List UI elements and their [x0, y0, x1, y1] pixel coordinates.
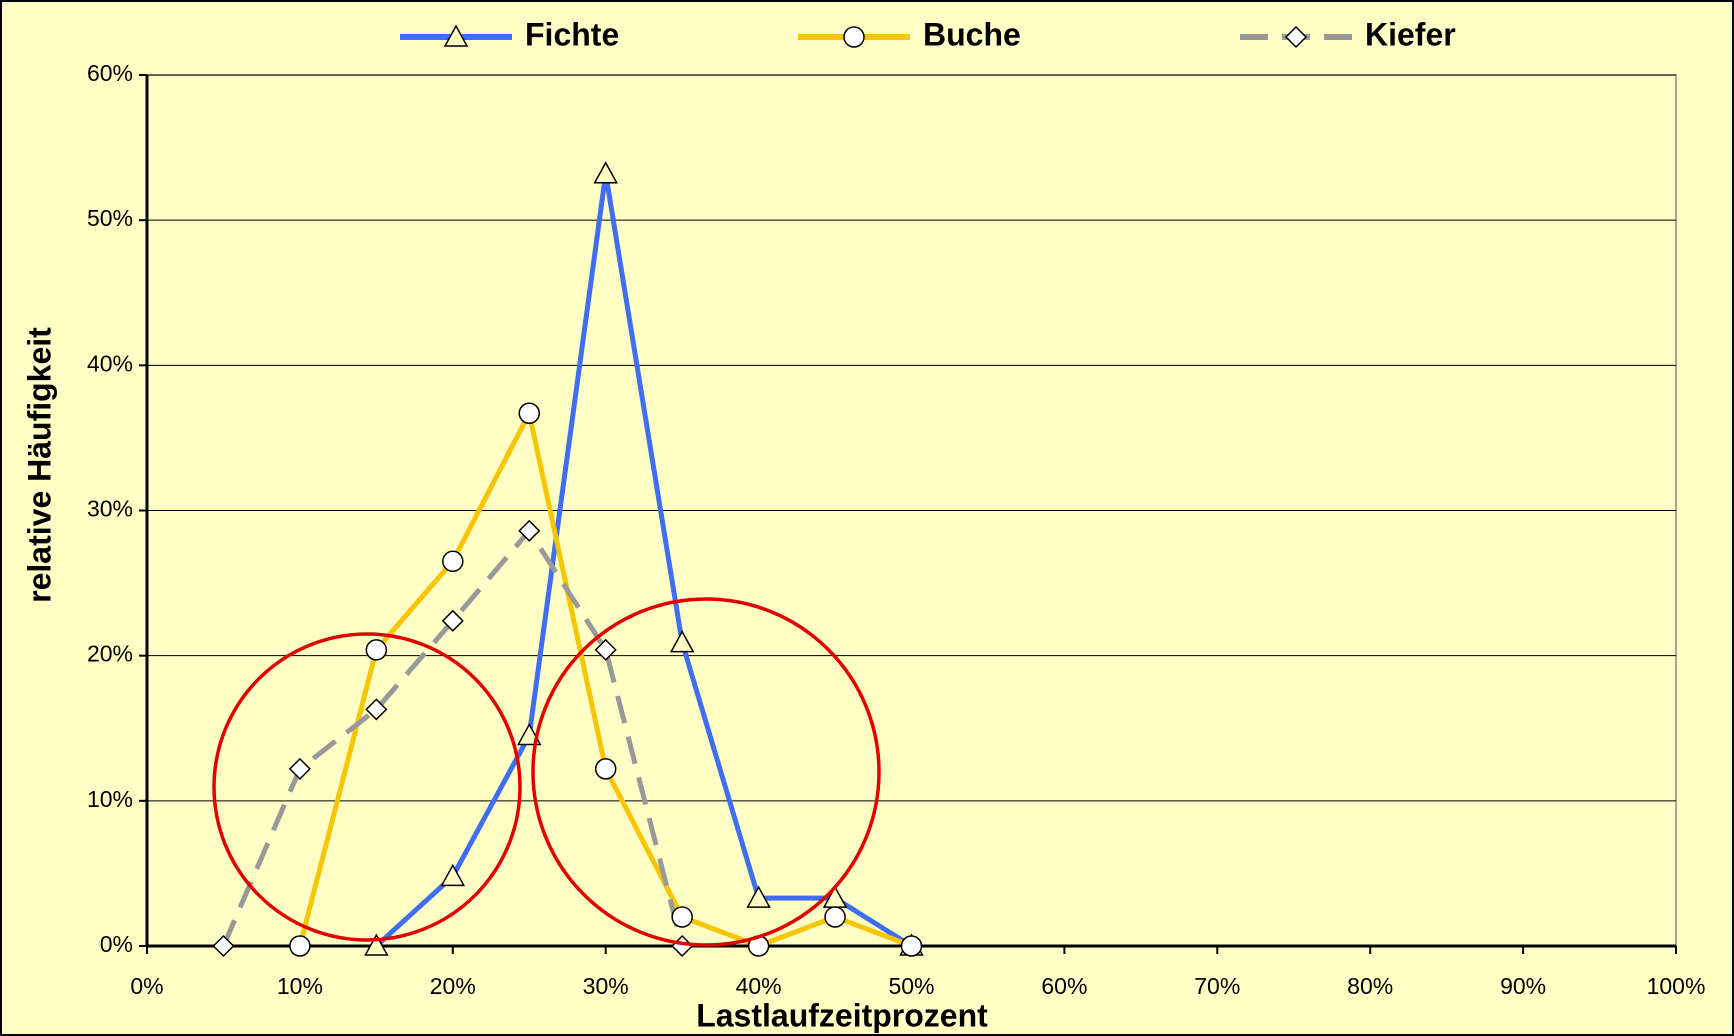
x-tick-label: 90% [1500, 973, 1546, 999]
x-tick-label: 0% [130, 973, 163, 999]
marker [900, 935, 923, 957]
x-tick-label: 70% [1194, 973, 1240, 999]
marker [671, 906, 693, 928]
y-tick-label: 40% [87, 350, 133, 376]
marker [843, 26, 865, 48]
marker [518, 402, 540, 424]
marker [365, 639, 388, 661]
x-tick-label: 40% [736, 973, 782, 999]
x-axis-label: Lastlaufzeitprozent [696, 997, 988, 1033]
y-tick-label: 10% [87, 786, 133, 812]
x-tick-label: 10% [277, 973, 323, 999]
marker [669, 630, 695, 653]
highlight-circle [531, 597, 881, 947]
marker [212, 934, 235, 958]
marker [289, 935, 311, 957]
x-tick-label: 100% [1647, 973, 1706, 999]
x-tick-label: 60% [1041, 973, 1087, 999]
legend-label: Buche [923, 16, 1021, 52]
legend-label: Kiefer [1365, 16, 1456, 52]
marker [518, 519, 541, 542]
marker [594, 638, 617, 661]
marker [824, 906, 846, 928]
highlight-circle [212, 632, 522, 942]
marker [288, 757, 311, 780]
x-tick-label: 50% [888, 973, 934, 999]
marker [746, 885, 771, 908]
y-tick-label: 20% [87, 641, 133, 667]
marker [442, 550, 464, 573]
y-tick-label: 60% [87, 60, 133, 86]
legend-label: Fichte [525, 16, 619, 52]
marker [593, 161, 618, 184]
marker [365, 698, 388, 721]
y-tick-label: 30% [87, 496, 133, 522]
y-tick-label: 50% [87, 205, 133, 231]
x-tick-label: 20% [430, 973, 476, 999]
marker [443, 24, 469, 47]
marker [594, 758, 617, 780]
marker [441, 609, 464, 632]
marker [364, 933, 389, 956]
y-axis-label: relative Häufigkeit [21, 327, 57, 603]
x-tick-label: 80% [1347, 973, 1393, 999]
x-tick-label: 30% [583, 973, 629, 999]
plot-area: 0% 10% 20% 30% 40% 50% 60% 0% 10% 20% 30% 40% 50% 60%… [87, 60, 1705, 999]
marker [440, 863, 466, 887]
marker [1284, 25, 1308, 49]
y-tick-label: 0% [100, 931, 133, 957]
